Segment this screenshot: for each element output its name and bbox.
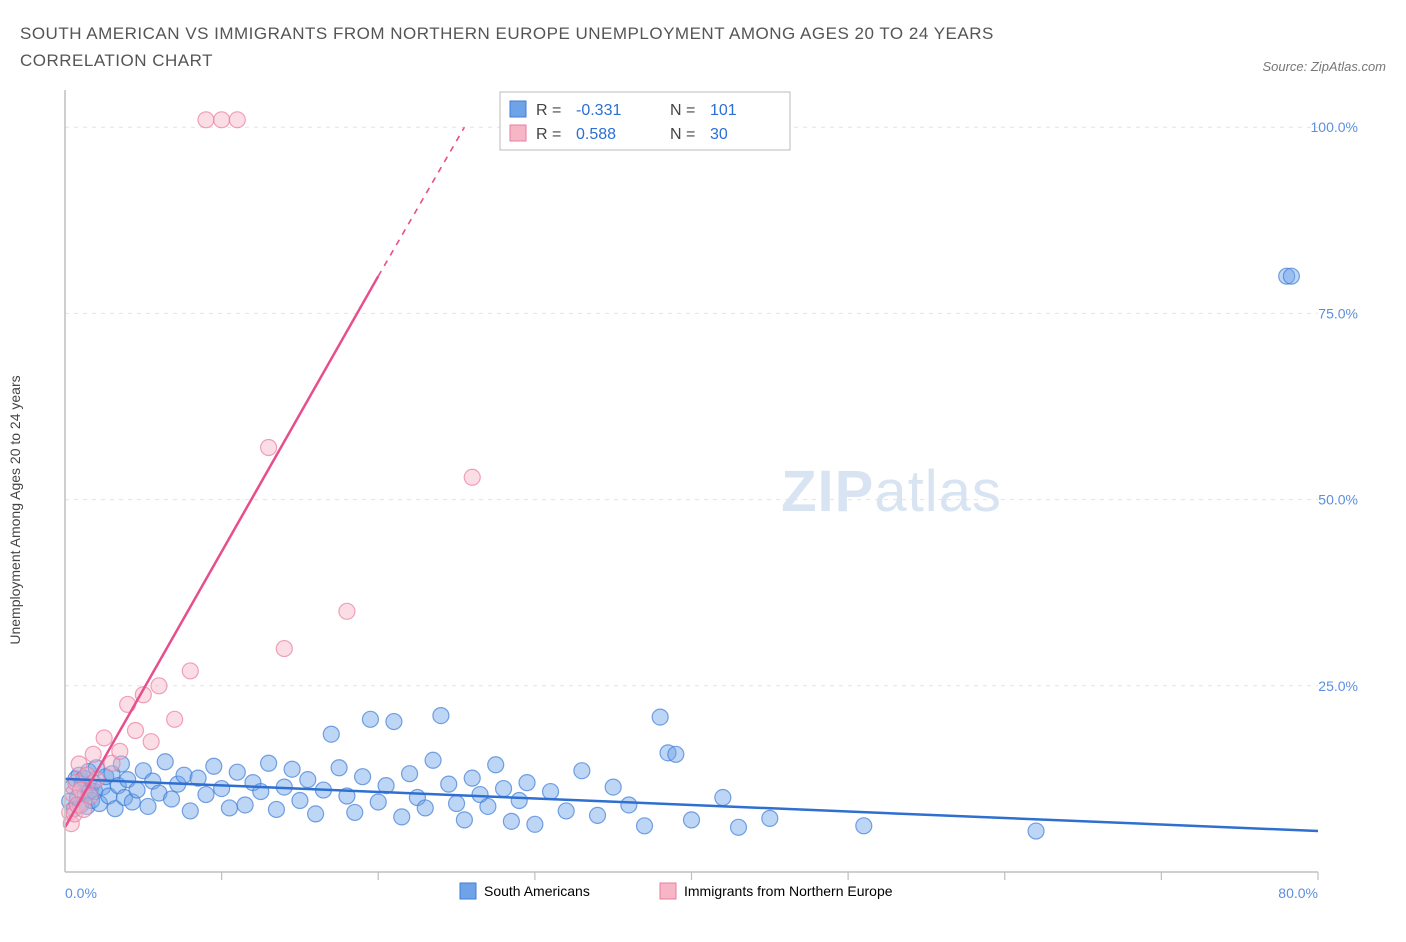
y-axis-label: Unemployment Among Ages 20 to 24 years: [7, 376, 23, 645]
legend-label-south-americans: South Americans: [484, 883, 590, 899]
y-tick-label: 100.0%: [1311, 120, 1358, 136]
svg-text:101: 101: [710, 102, 737, 119]
x-min-label: 0.0%: [65, 885, 97, 901]
y-tick-label: 50.0%: [1318, 492, 1358, 508]
source-attribution: Source: ZipAtlas.com: [1262, 59, 1386, 74]
legend-swatch-south-americans: [460, 883, 476, 899]
legend-label-northern-europe: Immigrants from Northern Europe: [684, 883, 893, 899]
chart-title: SOUTH AMERICAN VS IMMIGRANTS FROM NORTHE…: [20, 20, 1120, 74]
y-tick-label: 75.0%: [1318, 306, 1358, 322]
svg-text:R =: R =: [536, 126, 561, 143]
y-tick-label: 25.0%: [1318, 678, 1358, 694]
svg-text:R =: R =: [536, 102, 561, 119]
chart-container: Unemployment Among Ages 20 to 24 years Z…: [20, 82, 1386, 922]
header-row: SOUTH AMERICAN VS IMMIGRANTS FROM NORTHE…: [20, 20, 1386, 74]
svg-text:-0.331: -0.331: [576, 102, 621, 119]
x-max-label: 80.0%: [1278, 885, 1318, 901]
svg-text:N =: N =: [670, 126, 695, 143]
legend-swatch-northern-europe: [660, 883, 676, 899]
svg-text:0.588: 0.588: [576, 126, 616, 143]
svg-text:N =: N =: [670, 102, 695, 119]
svg-text:30: 30: [710, 126, 728, 143]
svg-text:ZIPatlas: ZIPatlas: [781, 459, 1002, 524]
correlation-scatter-chart: ZIPatlas 0.0% 80.0% 25.0% 50.0% 75.0% 100.0% R …: [20, 82, 1360, 922]
